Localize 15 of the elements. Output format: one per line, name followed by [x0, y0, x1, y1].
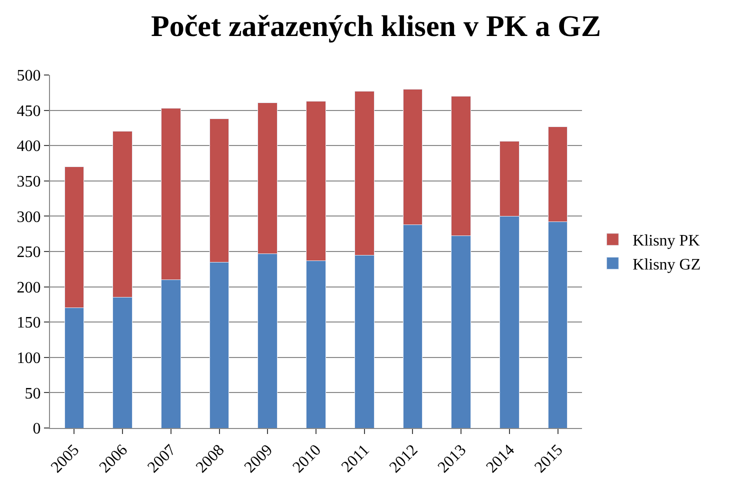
y-tick-label: 350: [16, 174, 41, 190]
legend-label: Klisny GZ: [632, 256, 701, 274]
x-tick-label: 2011: [338, 442, 373, 476]
y-tick-label: 250: [16, 244, 41, 262]
legend-label: Klisny PK: [632, 232, 700, 250]
y-tick-label: 50: [24, 385, 41, 402]
chart-title: Počet zařazených klisen v PK a GZ: [151, 10, 601, 43]
y-tick-label: 100: [16, 350, 41, 367]
y-tick-label: 200: [16, 279, 41, 296]
y-tick-label: 400: [16, 138, 41, 156]
y-tick-label: 0: [32, 420, 41, 438]
y-tick-label: 450: [16, 102, 41, 120]
y-tick-label: 150: [16, 314, 41, 332]
y-tick-label: 300: [16, 208, 41, 226]
y-tick-label: 500: [16, 68, 41, 85]
